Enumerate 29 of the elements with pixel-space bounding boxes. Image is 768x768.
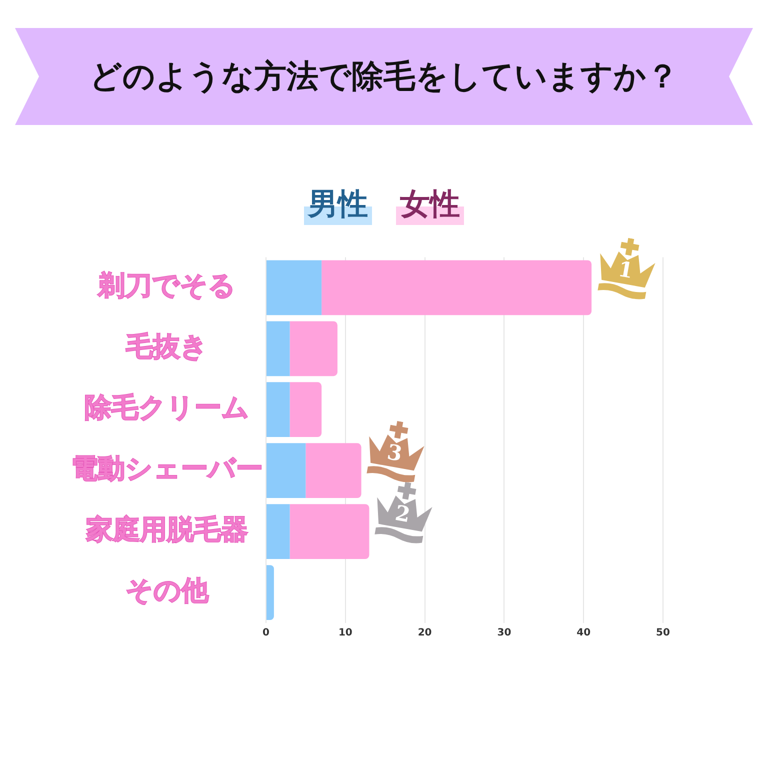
y-tick-label: 家庭用脱毛器	[85, 514, 248, 546]
bar	[266, 565, 274, 620]
x-tick-label: 20	[418, 628, 432, 639]
bar	[290, 504, 370, 559]
series-label: 男性	[304, 184, 372, 225]
x-tick-label: 30	[497, 628, 512, 639]
bar	[290, 321, 338, 376]
annotation: 2	[392, 498, 414, 529]
x-tick-label: 10	[338, 628, 352, 639]
y-tick-label: 除毛クリーム	[84, 392, 250, 424]
bar	[266, 504, 290, 559]
bar	[266, 382, 290, 438]
x-tick-label: 40	[576, 628, 591, 639]
y-tick-label: 剃刀でそる	[97, 270, 236, 302]
bar	[266, 260, 322, 316]
y-tick-label: 電動シェーバー	[71, 454, 263, 485]
x-tick-label: 50	[656, 628, 670, 639]
chart-title: どのような方法で除毛をしていますか？	[90, 56, 678, 96]
bar	[322, 260, 592, 316]
y-tick-label: 毛抜き	[125, 332, 208, 363]
annotation: 1	[614, 254, 636, 285]
bar	[266, 443, 306, 498]
y-tick-label: その他	[126, 576, 210, 607]
bar	[306, 443, 362, 498]
annotation: 3	[384, 437, 406, 468]
x-tick-label: 0	[262, 628, 270, 639]
bar	[266, 321, 290, 376]
legend-label: 女性	[396, 184, 464, 225]
bar	[290, 382, 322, 438]
